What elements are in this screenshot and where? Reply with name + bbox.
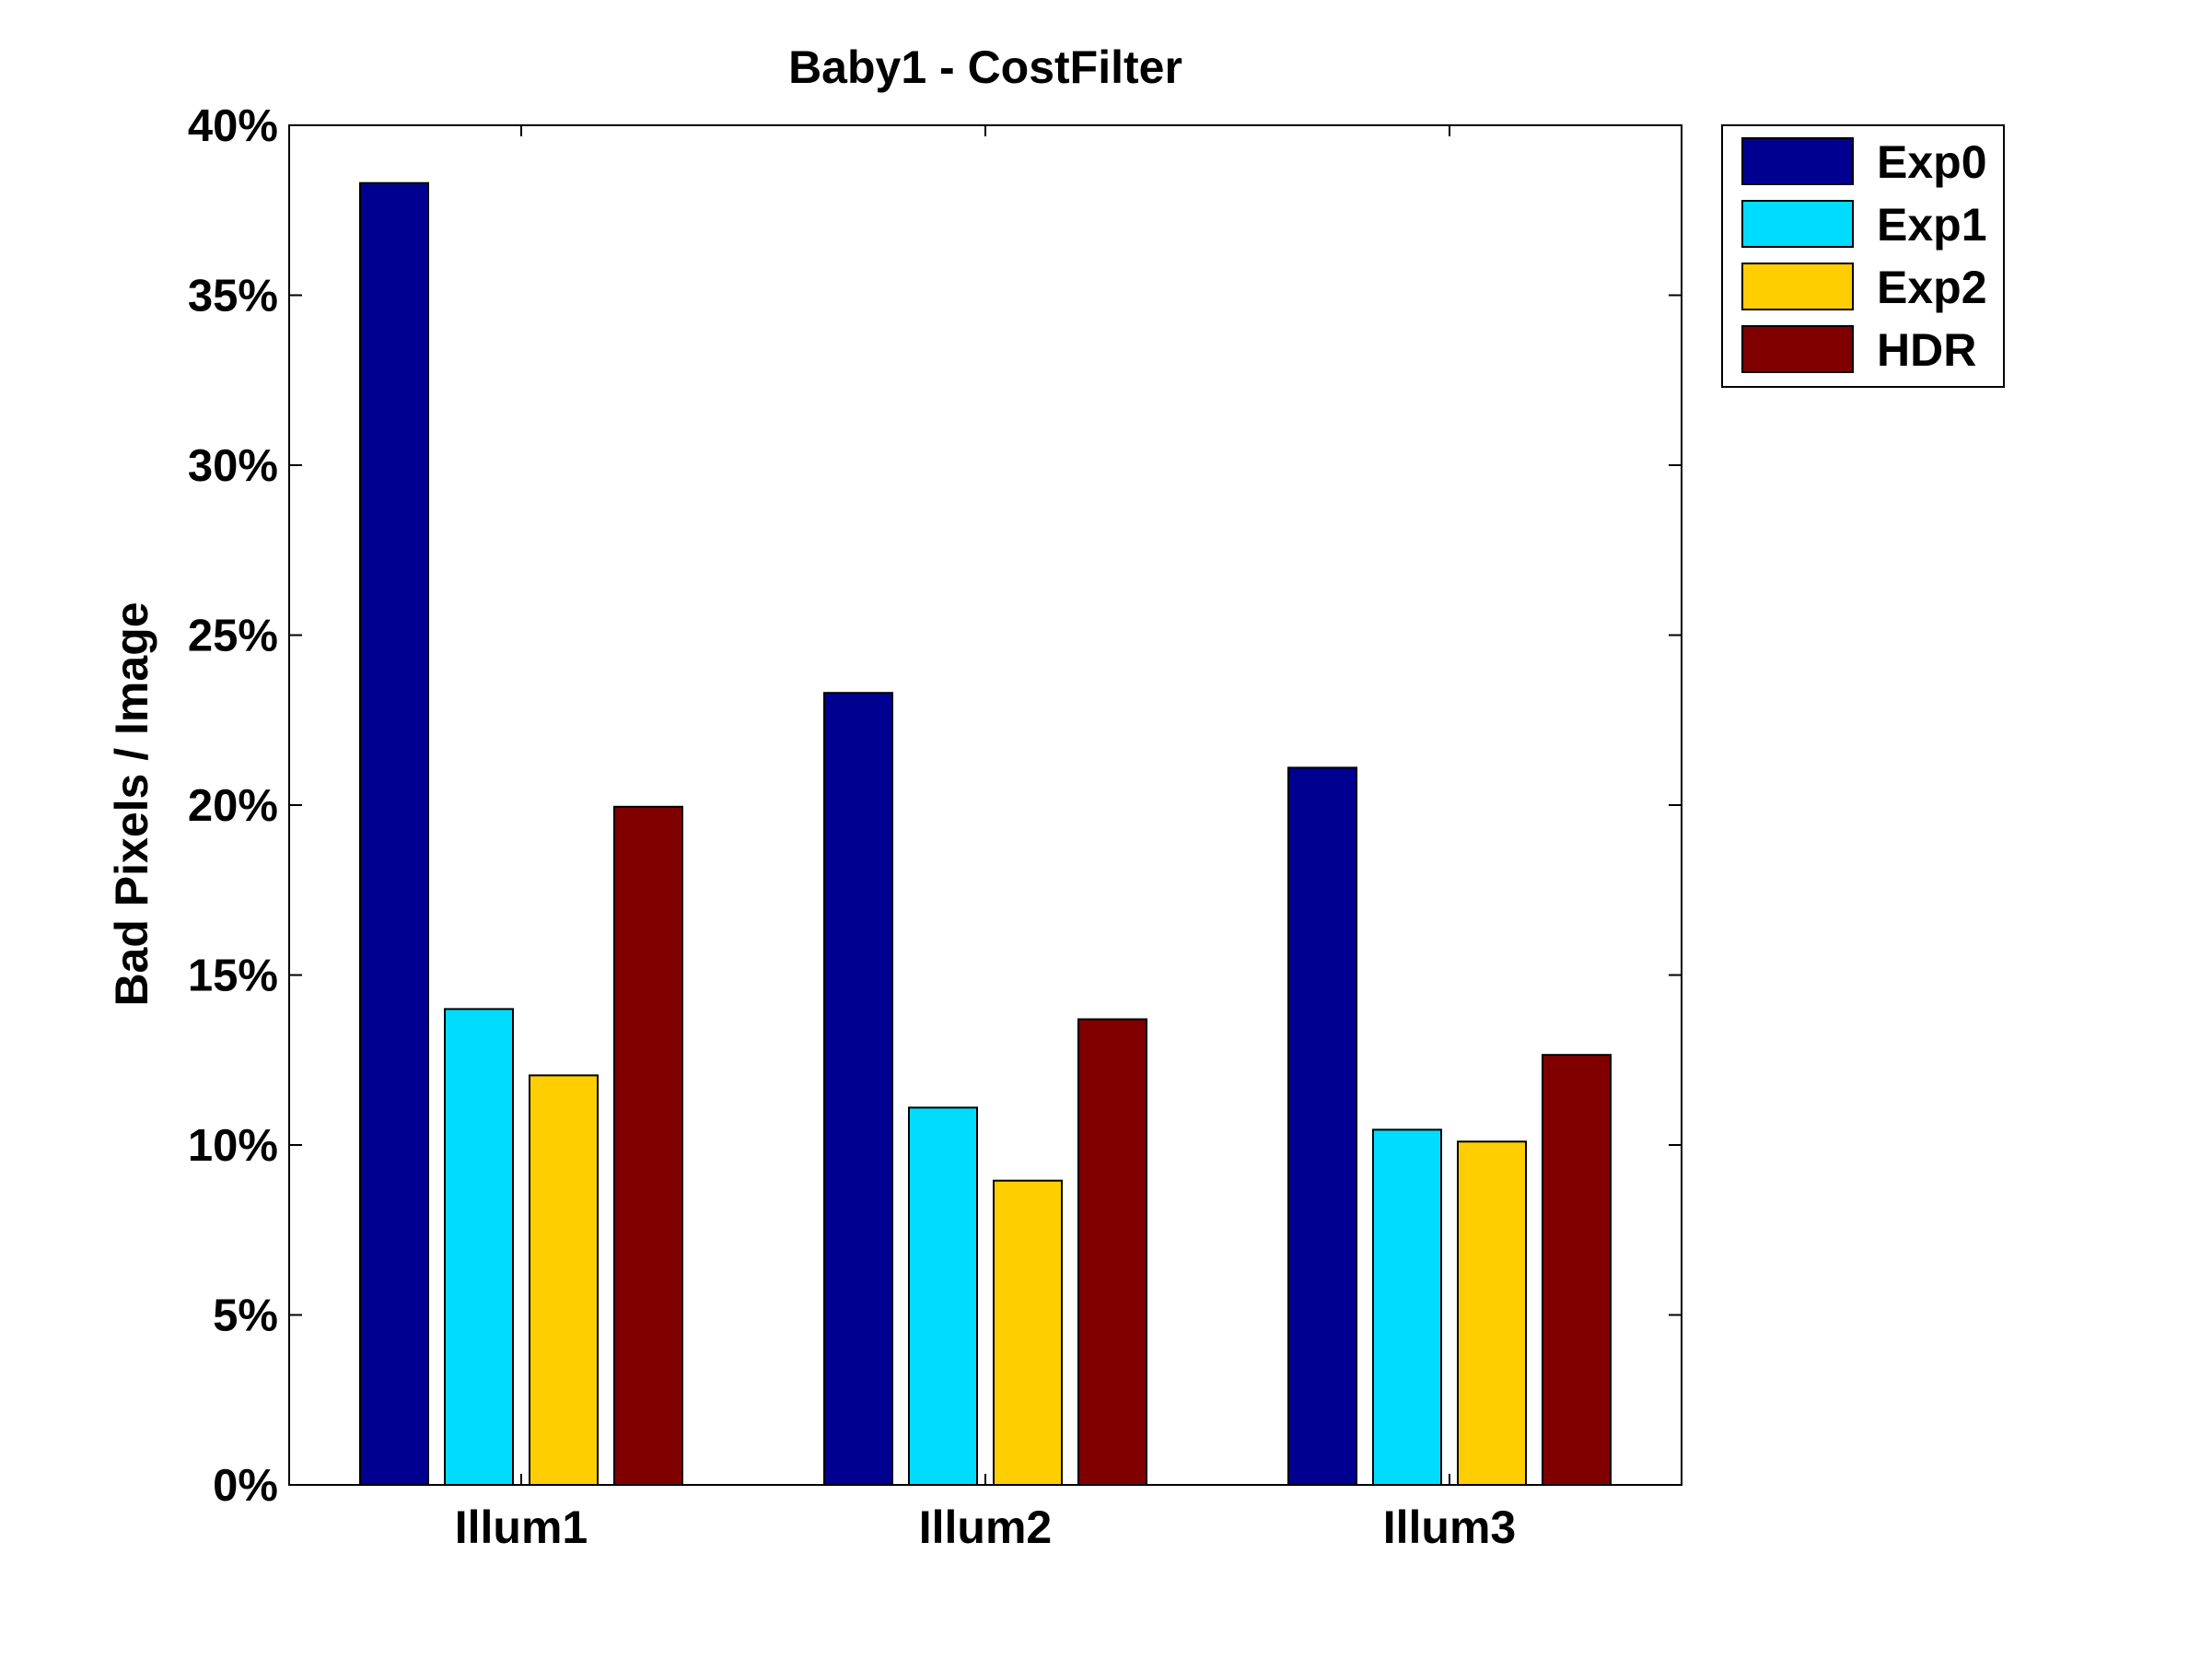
x-tick-label: Illum1 — [455, 1501, 588, 1553]
bar-exp2-illum2 — [993, 1179, 1063, 1486]
y-tick-label: 40% — [188, 101, 278, 151]
y-tick-label: 0% — [213, 1461, 278, 1511]
y-tick-label: 25% — [188, 612, 278, 661]
legend-label-exp0: Exp0 — [1877, 136, 1987, 188]
y-axis-label: Bad Pixels / Image — [106, 602, 157, 1006]
bar-exp0-illum1 — [359, 181, 429, 1487]
y-tick-label: 5% — [213, 1291, 278, 1341]
y-tick-label: 10% — [188, 1121, 278, 1171]
legend-swatch-hdr — [1741, 325, 1854, 373]
bar-hdr-illum3 — [1542, 1054, 1612, 1486]
legend-swatch-exp1 — [1741, 200, 1854, 248]
bar-hdr-illum2 — [1077, 1018, 1147, 1486]
x-tick-label: Illum2 — [919, 1501, 1052, 1553]
bar-exp1-illum3 — [1372, 1128, 1442, 1487]
legend-label-exp1: Exp1 — [1877, 199, 1987, 251]
bars-group — [359, 181, 1612, 1487]
chart-title: Baby1 - CostFilter — [788, 41, 1182, 93]
bar-exp1-illum1 — [444, 1008, 514, 1486]
y-tick-label: 30% — [188, 441, 278, 491]
bar-exp0-illum2 — [823, 692, 893, 1486]
legend-swatch-exp2 — [1741, 263, 1854, 310]
y-tick-label: 20% — [188, 781, 278, 831]
y-tick-label: 15% — [188, 952, 278, 1001]
ticks-group: Illum1 Illum2 Illum3 0% 5% 10% 15% 20% 25% 30% 35%… — [188, 101, 1682, 1553]
legend-label-exp2: Exp2 — [1877, 262, 1987, 313]
bar-exp2-illum1 — [529, 1074, 599, 1487]
bar-exp2-illum3 — [1457, 1140, 1527, 1487]
bar-exp0-illum3 — [1287, 766, 1357, 1486]
legend-swatch-exp0 — [1741, 137, 1854, 185]
y-tick-label: 35% — [188, 272, 278, 321]
legend: Exp0 Exp1 Exp2 HDR — [1721, 124, 2005, 388]
legend-label-hdr: HDR — [1877, 324, 1976, 376]
bar-exp1-illum2 — [908, 1106, 978, 1487]
x-tick-label: Illum3 — [1383, 1501, 1516, 1553]
bar-hdr-illum1 — [613, 805, 683, 1486]
